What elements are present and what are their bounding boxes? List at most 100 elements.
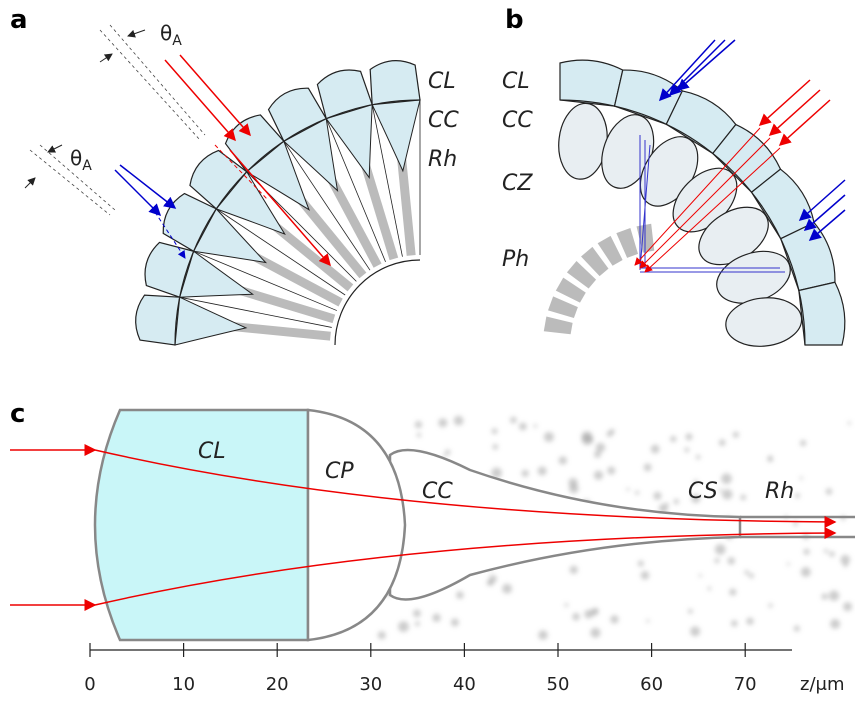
scatter-dot (795, 493, 800, 498)
scatter-dot (378, 631, 386, 639)
photoreceptor (548, 296, 578, 318)
scatter-dot (454, 416, 464, 426)
scatter-dot (829, 590, 839, 600)
figure: 010203040506070 a b c θA θA CL CC Rh CL … (0, 0, 855, 714)
scatter-dot (538, 467, 547, 476)
angle-arrow (100, 54, 112, 62)
angle-arrow (128, 30, 145, 36)
scatter-dot (800, 440, 806, 446)
axis-guide (110, 25, 205, 135)
layer-label: CL (428, 69, 456, 94)
scatter-dot (456, 591, 464, 599)
photoreceptor (616, 228, 638, 258)
scatter-dot (559, 456, 567, 464)
scatter-dot (519, 423, 527, 431)
scatter-dot (538, 630, 548, 640)
ray (678, 40, 735, 90)
scatter-dot (651, 445, 660, 454)
scatter-dot (800, 477, 803, 480)
corneal-lens (560, 60, 623, 106)
tick-label: 40 (453, 674, 476, 695)
ray (180, 55, 250, 135)
scatter-dot (826, 488, 833, 495)
layer-label: CZ (502, 171, 533, 196)
scatter-dot (688, 609, 693, 614)
scatter-dot (746, 618, 753, 625)
scatter-dot (594, 609, 598, 613)
scatter-dot (670, 436, 676, 442)
scatter-dot (674, 499, 679, 504)
scatter-dot (610, 615, 618, 623)
scatter-dot (417, 433, 421, 437)
scatter-dot (722, 489, 732, 499)
tick-label: 30 (359, 674, 382, 695)
scatter-dot (843, 563, 847, 567)
region-label: CS (688, 479, 718, 504)
scatter-dot (801, 567, 811, 577)
layer-label: Ph (502, 247, 529, 272)
tick-label: 0 (84, 674, 95, 695)
ray (760, 80, 810, 125)
scatter-dot (719, 489, 722, 492)
scatter-dot (646, 619, 649, 622)
scatter-dot (824, 549, 828, 553)
scatter-dot (564, 603, 568, 607)
scatter-dot (522, 470, 529, 477)
ray (660, 40, 715, 100)
scatter-dot (492, 428, 498, 434)
panel-label: b (505, 5, 524, 35)
tick-label: 20 (266, 674, 289, 695)
region-label: CC (422, 479, 453, 504)
scatter-dot (415, 421, 422, 428)
region-label: CL (198, 439, 226, 464)
scatter-dot (415, 621, 420, 626)
scatter-dot (594, 451, 601, 458)
panel-a (25, 25, 420, 345)
layer-label: Rh (428, 147, 457, 172)
ray (770, 90, 820, 135)
scatter-dot (502, 584, 512, 594)
scatter-dot (715, 544, 726, 555)
subscript: A (172, 33, 182, 49)
scatter-dot (653, 492, 661, 500)
angle-arrow (48, 145, 62, 152)
scatter-dot (493, 444, 499, 450)
theta-label: θA (160, 21, 182, 49)
scatter-dot (744, 570, 749, 575)
scatter-dot (489, 575, 497, 583)
photoreceptor (544, 317, 573, 335)
scatter-dot (767, 456, 773, 462)
scatter-dot (719, 439, 726, 446)
scatter-dot (582, 431, 593, 442)
scatter-dot (510, 417, 517, 424)
scatter-dot (733, 432, 739, 438)
symbol: θ (160, 21, 172, 45)
ray (165, 60, 235, 140)
scatter-dot (607, 431, 613, 437)
subscript: A (82, 158, 92, 174)
layer-label: CC (502, 108, 533, 133)
scatter-dot (699, 574, 702, 577)
cone-shape (390, 450, 740, 600)
layer-label: CC (428, 108, 459, 133)
scatter-dot (534, 424, 537, 427)
scatter-dot (644, 464, 652, 472)
angle-arrow (25, 178, 35, 188)
scatter-dot (794, 626, 800, 632)
scatter-dot (398, 621, 409, 632)
crystalline-cone (372, 100, 420, 171)
scatter-dot (413, 609, 421, 617)
scatter-dot (740, 494, 746, 500)
scatter-dot (690, 626, 700, 636)
scatter-dot (731, 620, 738, 627)
scatter-dot (696, 455, 701, 460)
scatter-dot (641, 571, 650, 580)
scatter-dot (570, 566, 578, 574)
scatter-dot (749, 573, 754, 578)
ray (670, 40, 725, 95)
scatter-dot (665, 503, 669, 507)
scatter-dot (830, 619, 840, 629)
panel-label: a (10, 5, 28, 35)
scatter-dot (804, 549, 810, 555)
